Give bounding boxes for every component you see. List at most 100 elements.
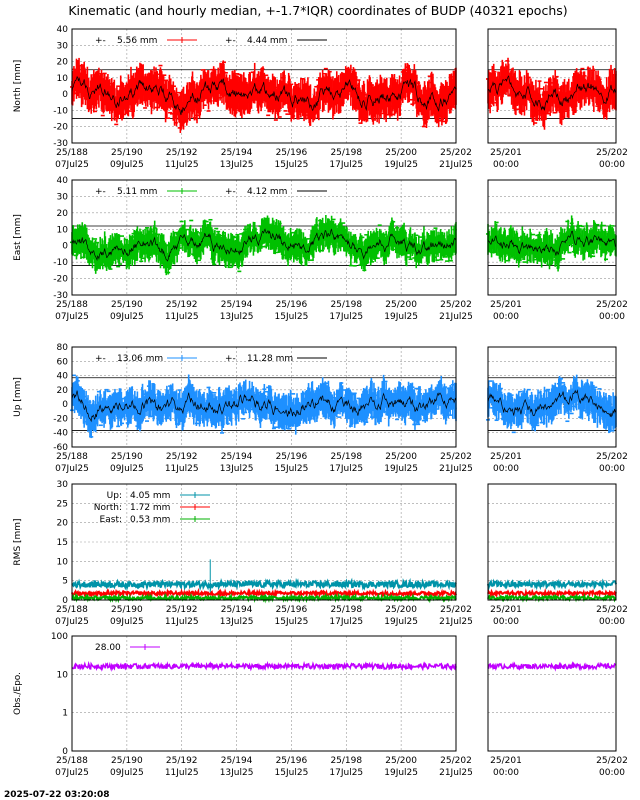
plot-frame [487, 483, 617, 601]
hourly-median-line [487, 75, 617, 111]
legend-value: 4.44 mm [247, 36, 287, 46]
y-tick-label: 25 [57, 499, 68, 509]
x-tick-label: 25/188 [56, 756, 88, 766]
x-tick-label: 19Jul25 [384, 160, 418, 170]
hourly-median-line [487, 230, 617, 256]
x-tick-label: 25/202 [596, 452, 628, 462]
x-tick-label: 09Jul25 [110, 617, 144, 627]
x-tick-label: 25/202 [440, 148, 472, 158]
legend-value: 13.06 mm [117, 354, 163, 364]
x-tick-label: 07Jul25 [55, 617, 89, 627]
plot-area-zoom [486, 179, 617, 296]
x-tick-label: 17Jul25 [329, 312, 363, 322]
y-tick-label: -20 [53, 275, 68, 285]
hourly-median-line [71, 228, 457, 262]
x-tick-label: 25/198 [330, 756, 362, 766]
x-tick-label: 07Jul25 [55, 464, 89, 474]
x-tick-label: 19Jul25 [384, 617, 418, 627]
x-tick-label: 11Jul25 [165, 617, 199, 627]
plot-frame [71, 179, 457, 296]
x-tick-label: 07Jul25 [55, 768, 89, 778]
y-tick-label: 30 [57, 41, 69, 51]
x-tick-label: 15Jul25 [275, 160, 309, 170]
y-tick-label: 30 [57, 192, 69, 202]
y-tick-label: 40 [57, 372, 69, 382]
x-tick-label: 19Jul25 [384, 312, 418, 322]
x-tick-label: 00:00 [493, 312, 519, 322]
x-tick-label: 00:00 [493, 617, 519, 627]
y-tick-label: 20 [57, 58, 69, 68]
x-tick-label: 25/201 [490, 148, 522, 158]
rms-series [71, 577, 457, 592]
x-tick-label: 25/192 [166, 300, 198, 310]
legend-value: 5.11 mm [117, 187, 157, 197]
x-tick-label: 00:00 [599, 160, 625, 170]
y-axis-label: North [mm] [13, 60, 23, 113]
x-tick-label: 25/202 [596, 756, 628, 766]
x-tick-label: 11Jul25 [165, 312, 199, 322]
obs-line [71, 660, 457, 672]
x-tick-label: 25/194 [221, 605, 253, 615]
plot-frame [71, 346, 457, 448]
y-tick-label: 20 [57, 209, 69, 219]
x-tick-label: 00:00 [493, 768, 519, 778]
rms-line [71, 577, 457, 592]
rms-series [71, 592, 457, 604]
x-tick-label: 15Jul25 [275, 617, 309, 627]
legend-value: 1.72 mm [130, 503, 170, 513]
y-axis-label: RMS [mm] [13, 518, 23, 565]
plot-area-full [71, 483, 457, 604]
x-tick-label: 25/196 [276, 148, 308, 158]
x-tick-label: 25/200 [385, 452, 417, 462]
x-tick-label: 17Jul25 [329, 160, 363, 170]
y-tick-label: 30 [57, 480, 69, 490]
x-tick-label: 25/198 [330, 300, 362, 310]
x-tick-label: 13Jul25 [220, 768, 254, 778]
x-tick-label: 25/201 [490, 756, 522, 766]
x-tick-label: 25/188 [56, 605, 88, 615]
legend-name: North: [94, 503, 122, 513]
y-tick-label: 40 [57, 25, 69, 35]
x-tick-label: 25/202 [440, 756, 472, 766]
x-tick-label: 21Jul25 [439, 464, 473, 474]
y-tick-label: 0 [62, 747, 68, 757]
x-tick-label: 19Jul25 [384, 464, 418, 474]
x-tick-label: 15Jul25 [275, 312, 309, 322]
x-tick-label: 25/190 [111, 452, 143, 462]
plot-frame [487, 346, 617, 448]
x-tick-label: 25/194 [221, 148, 253, 158]
rms-series [487, 588, 617, 599]
x-tick-label: 21Jul25 [439, 312, 473, 322]
y-tick-label: -10 [53, 258, 68, 268]
timestamp: 2025-07-22 03:20:08 [4, 790, 109, 800]
legend-value: 4.12 mm [247, 187, 287, 197]
y-tick-label: 5 [62, 577, 68, 587]
x-tick-label: 21Jul25 [439, 617, 473, 627]
x-tick-label: 09Jul25 [110, 768, 144, 778]
legend-prefix: +- [225, 36, 236, 46]
x-tick-label: 13Jul25 [220, 160, 254, 170]
plot-area-zoom [487, 635, 617, 752]
rms-series [71, 587, 457, 599]
x-tick-label: 25/198 [330, 452, 362, 462]
x-tick-label: 25/198 [330, 148, 362, 158]
x-tick-label: 25/192 [166, 452, 198, 462]
x-tick-label: 25/202 [440, 300, 472, 310]
x-tick-label: 25/201 [490, 452, 522, 462]
data-points [486, 374, 617, 434]
y-tick-label: 0 [62, 400, 68, 410]
chart-title: Kinematic (and hourly median, +-1.7*IQR)… [68, 3, 567, 18]
x-tick-label: 21Jul25 [439, 160, 473, 170]
x-tick-label: 25/200 [385, 300, 417, 310]
plot-area-zoom [486, 28, 617, 144]
rms-line [487, 588, 617, 599]
x-tick-label: 13Jul25 [220, 312, 254, 322]
x-tick-label: 09Jul25 [110, 464, 144, 474]
plot-area-full [70, 179, 457, 296]
legend-value: 0.53 mm [130, 515, 170, 525]
x-tick-label: 25/201 [490, 605, 522, 615]
y-tick-label: -10 [53, 106, 68, 116]
y-tick-label: 60 [57, 357, 69, 367]
